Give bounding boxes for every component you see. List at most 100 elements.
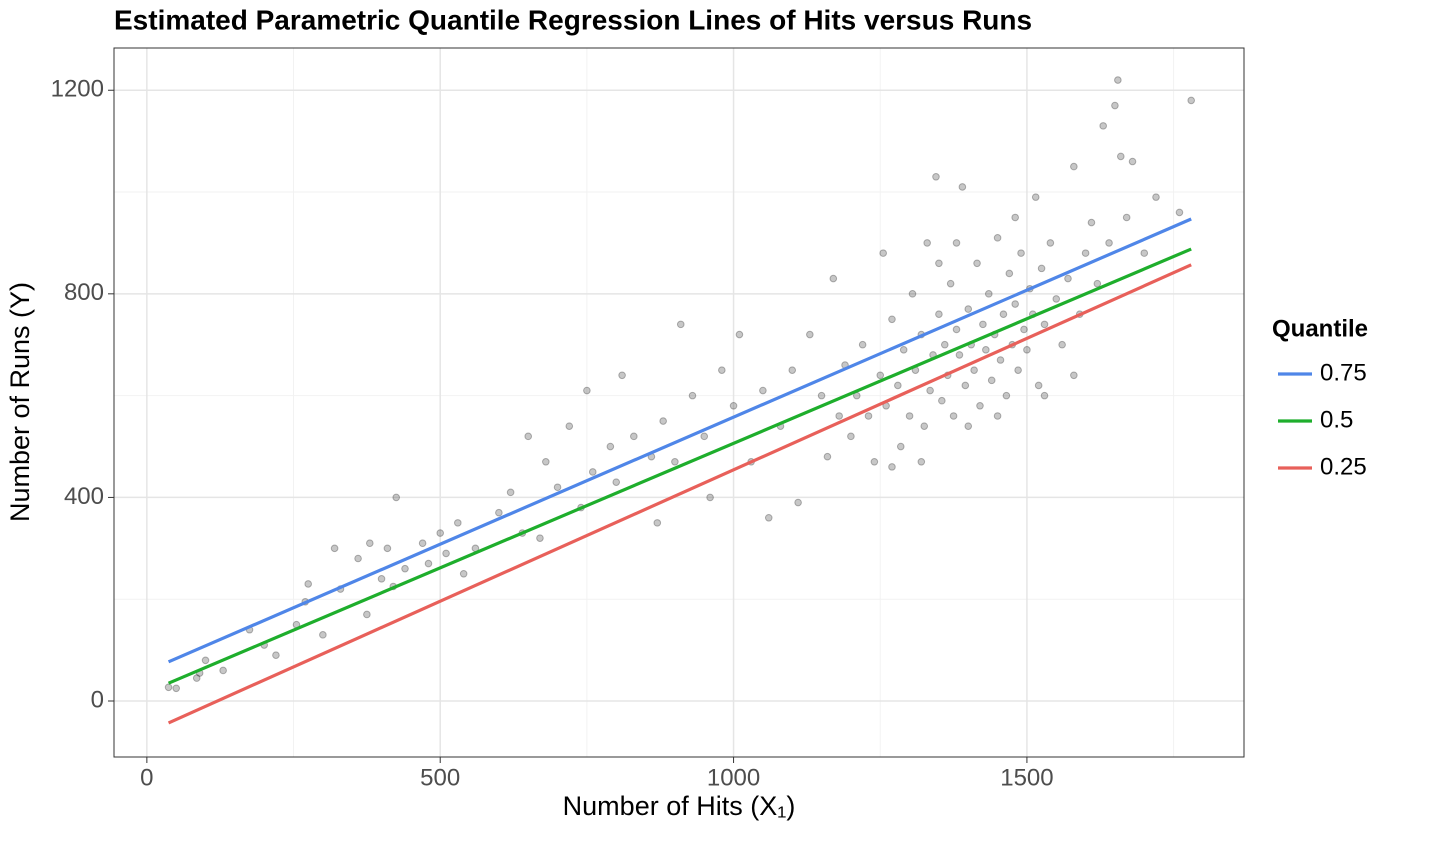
y-tick-label: 400 — [64, 483, 104, 510]
point — [1040, 391, 1049, 400]
point — [879, 249, 887, 257]
point — [993, 412, 1002, 420]
point — [1040, 320, 1049, 329]
point — [688, 391, 697, 400]
point — [735, 330, 744, 339]
point — [1116, 152, 1125, 161]
point — [888, 315, 896, 324]
point — [870, 457, 879, 466]
point — [1017, 249, 1025, 257]
point — [700, 432, 709, 441]
y-tick-label: 0 — [91, 686, 104, 713]
point — [1152, 193, 1160, 201]
point — [630, 432, 638, 441]
legend-title: Quantile — [1272, 315, 1368, 342]
point — [653, 519, 662, 527]
point — [1064, 274, 1072, 283]
point — [618, 371, 626, 380]
point — [1031, 193, 1040, 201]
point — [542, 457, 550, 466]
quantile-line — [167, 217, 1192, 664]
point — [1020, 325, 1028, 334]
point — [996, 356, 1005, 364]
point — [917, 457, 926, 466]
point — [899, 346, 908, 354]
point — [961, 381, 970, 390]
point — [354, 554, 362, 563]
point — [905, 412, 914, 420]
point — [788, 366, 797, 374]
legend-label: 0.75 — [1320, 359, 1367, 386]
y-axis-title: Number of Runs (Y) — [5, 282, 35, 522]
point — [806, 330, 814, 339]
point — [949, 412, 958, 420]
point — [847, 432, 855, 441]
point — [952, 325, 961, 334]
point — [973, 259, 981, 268]
point — [1046, 239, 1055, 247]
point — [1081, 249, 1090, 257]
legend-label: 0.5 — [1320, 406, 1353, 433]
x-tick-label: 0 — [140, 764, 153, 791]
point — [1111, 101, 1119, 110]
point — [987, 376, 996, 385]
point — [583, 386, 591, 395]
point — [459, 569, 468, 578]
point — [888, 463, 896, 471]
point — [219, 666, 227, 675]
point — [1058, 340, 1066, 349]
point — [858, 340, 867, 349]
point — [1140, 249, 1149, 257]
point — [952, 239, 961, 247]
point — [964, 305, 973, 313]
x-axis-title: Number of Hits (X₁) — [563, 791, 796, 821]
point — [984, 290, 993, 298]
point — [506, 488, 515, 497]
point — [588, 468, 597, 476]
quantile-line — [167, 247, 1192, 685]
point — [553, 483, 562, 492]
point — [366, 539, 374, 548]
point — [192, 674, 201, 682]
point — [1087, 218, 1096, 227]
point — [272, 651, 280, 660]
y-tick-label: 800 — [64, 279, 104, 306]
point — [1114, 76, 1122, 84]
point — [932, 172, 940, 181]
point — [876, 371, 885, 380]
point — [823, 452, 832, 461]
point — [920, 422, 929, 430]
point — [894, 381, 902, 390]
point — [1105, 239, 1113, 247]
point — [993, 234, 1002, 242]
point — [926, 386, 934, 395]
point — [1002, 391, 1011, 400]
point — [1034, 381, 1043, 390]
point — [1099, 122, 1107, 130]
point — [1187, 96, 1195, 105]
legend-label: 0.25 — [1320, 453, 1367, 480]
point — [935, 259, 943, 268]
chart-title: Estimated Parametric Quantile Regression… — [114, 4, 1032, 35]
point — [1023, 346, 1031, 354]
point — [764, 513, 773, 522]
plot-border — [113, 47, 1245, 758]
point — [524, 432, 533, 441]
point — [829, 274, 838, 283]
point — [1052, 295, 1061, 303]
point — [659, 417, 667, 425]
x-tick-label: 1500 — [1000, 764, 1053, 791]
point — [718, 366, 726, 374]
point — [940, 340, 949, 349]
point — [1070, 371, 1078, 380]
point — [970, 366, 978, 374]
point — [1122, 213, 1131, 222]
point — [999, 310, 1008, 318]
point — [908, 290, 917, 298]
point — [864, 412, 873, 420]
point — [424, 559, 433, 568]
point — [835, 412, 843, 420]
point — [1037, 264, 1046, 273]
point — [612, 478, 621, 486]
